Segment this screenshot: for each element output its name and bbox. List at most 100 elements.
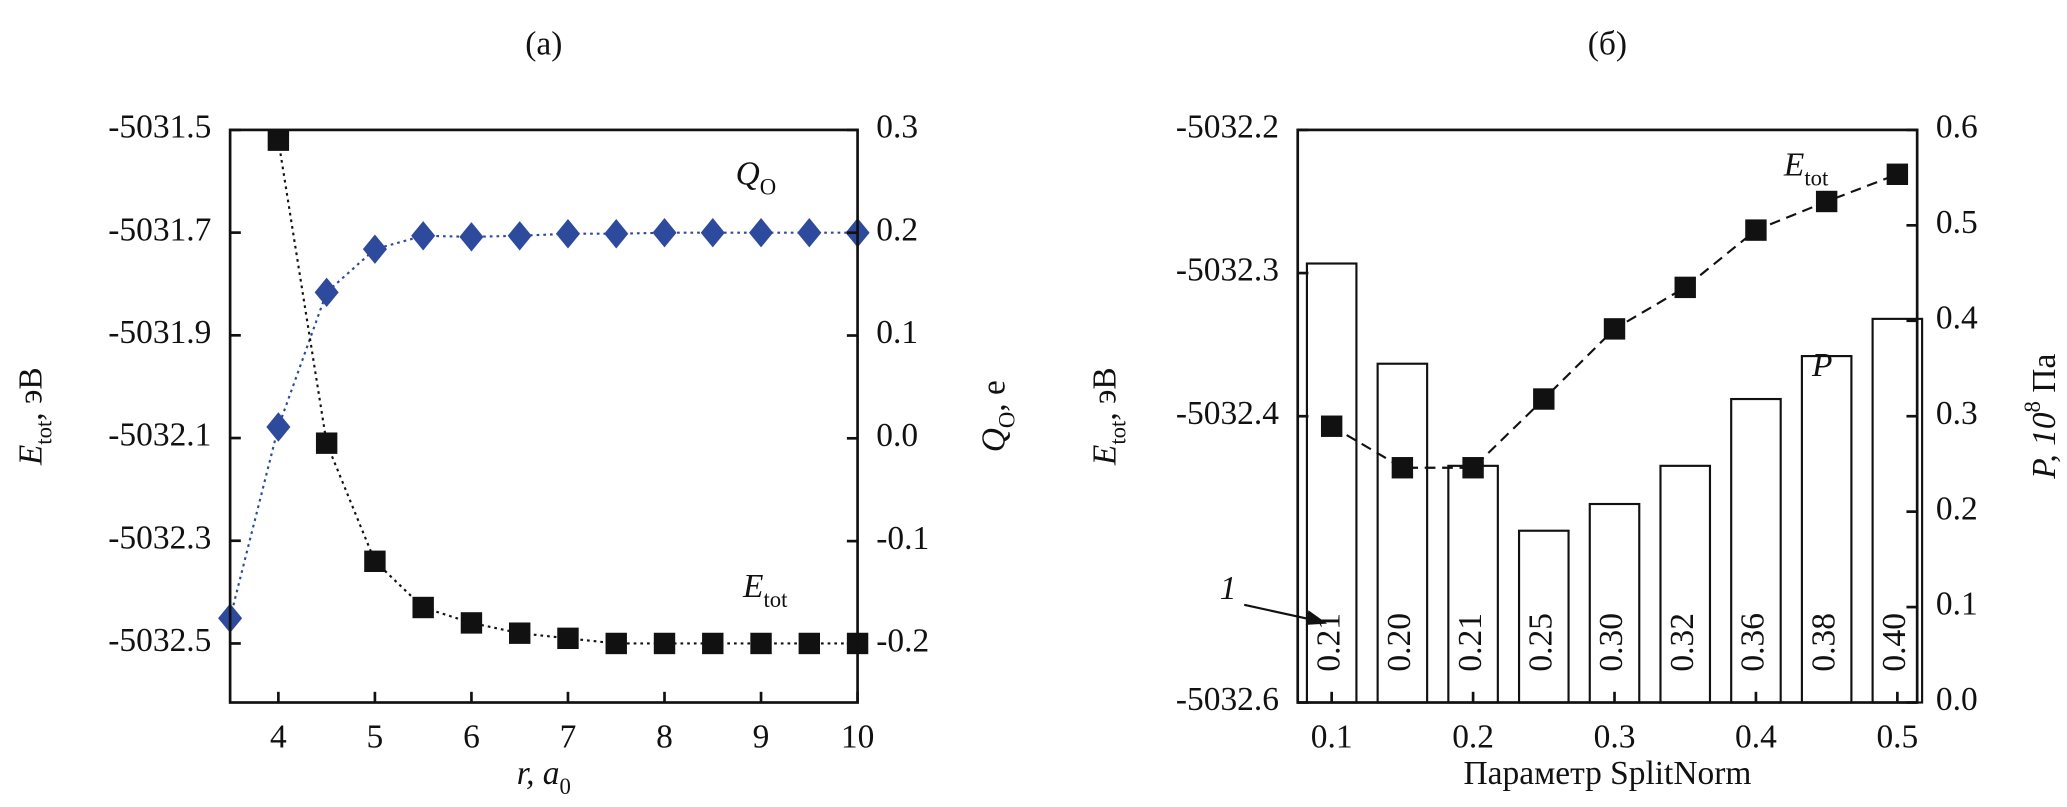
- y-tick-label: -5032.1: [108, 417, 211, 454]
- marker: [411, 221, 436, 251]
- bar: [1659, 464, 1712, 704]
- marker: [555, 219, 581, 249]
- series-label-part: E: [742, 567, 763, 604]
- bar-text: 0.20: [1381, 613, 1418, 672]
- marker: [1745, 219, 1767, 241]
- series-label-part: tot: [763, 587, 788, 612]
- plot-frame: [228, 128, 859, 704]
- marker: [700, 217, 725, 248]
- x-tick-label: 0.3: [1594, 719, 1636, 756]
- marker: [459, 222, 484, 252]
- bar-text: 0.40: [1876, 613, 1913, 672]
- marker: [1886, 163, 1909, 185]
- marker: [605, 632, 627, 655]
- y2-axis-label-part: Па: [2026, 354, 2063, 402]
- marker: [412, 596, 434, 619]
- bar: [1305, 262, 1358, 704]
- y-tick-label: -5032.3: [108, 519, 211, 556]
- y-tick-label: -5031.7: [108, 211, 211, 248]
- x-tick-label: 9: [753, 719, 770, 756]
- y-axis-label: Etot, эВ: [1086, 367, 1130, 466]
- y-tick-label: -5032.5: [108, 622, 211, 659]
- y2-axis-label-part: 8: [2020, 401, 2045, 412]
- series-label: Etot: [1783, 146, 1829, 190]
- y2-tick-label: 0.0: [1936, 681, 1978, 718]
- y-tick-label: -5032.6: [1176, 681, 1279, 718]
- x-axis-label: r, a0: [517, 755, 571, 799]
- x-tick-label: 4: [270, 719, 287, 756]
- marker: [460, 612, 483, 634]
- x-tick-label: 0.5: [1876, 719, 1918, 756]
- y2-tick-label: 0.2: [876, 211, 918, 248]
- x-tick-label: 0.4: [1735, 719, 1777, 756]
- x-tick-label: 7: [560, 719, 577, 756]
- marker: [267, 129, 290, 151]
- x-tick-label: 8: [656, 719, 673, 756]
- y2-tick-label: 0.5: [1936, 204, 1978, 241]
- bar-text: 0.36: [1735, 613, 1772, 672]
- y-axis-label: Etot, эВ: [12, 367, 56, 466]
- bar-text: 0.32: [1664, 613, 1701, 672]
- series-label-part: E: [1783, 146, 1804, 183]
- series-label-part: P: [1811, 347, 1832, 384]
- y2-tick-label: -0.2: [876, 623, 929, 660]
- marker: [652, 217, 677, 248]
- bar: [1376, 362, 1429, 704]
- x-axis-label: Параметр SplitNorm: [1464, 755, 1752, 792]
- bar-text: 0.30: [1593, 613, 1630, 672]
- y-axis-label-part: E: [12, 445, 49, 466]
- y-axis-label-part: tot: [1105, 420, 1130, 445]
- x-axis-label-part: r, a: [517, 755, 560, 792]
- marker: [1533, 388, 1555, 410]
- marker: [1815, 190, 1838, 213]
- y2-axis-label-part: , e: [975, 380, 1012, 412]
- y2-tick-label: 0.1: [1936, 586, 1978, 623]
- y-axis-label-part: , эВ: [12, 367, 49, 420]
- marker: [314, 277, 339, 308]
- marker: [1462, 457, 1484, 479]
- x-tick-label: 6: [463, 719, 480, 756]
- y-tick-label: -5032.4: [1176, 395, 1279, 432]
- y-tick-label: -5031.5: [108, 109, 211, 146]
- bar: [1800, 355, 1853, 704]
- x-axis-label-part: Параметр SplitNorm: [1464, 755, 1752, 792]
- y2-tick-label: 0.3: [876, 109, 918, 146]
- y2-tick-label: 0.2: [1936, 490, 1978, 527]
- series-label: Etot: [742, 567, 788, 611]
- x-tick-label: 10: [841, 719, 874, 756]
- marker: [315, 432, 338, 454]
- marker: [507, 221, 532, 251]
- bar: [1517, 529, 1570, 704]
- marker: [1320, 415, 1343, 437]
- annotation-arrow: [1243, 603, 1319, 622]
- y-tick-label: -5032.2: [1176, 109, 1279, 146]
- marker: [702, 632, 724, 655]
- marker: [653, 632, 676, 655]
- bar-text: 0.21: [1452, 613, 1489, 672]
- y2-tick-label: 0.3: [1936, 395, 1978, 432]
- marker: [1674, 276, 1696, 299]
- y2-axis-label-part: O: [994, 412, 1019, 428]
- x-tick-label: 5: [367, 719, 384, 756]
- marker: [362, 234, 387, 264]
- y2-tick-label: 0.6: [1936, 109, 1978, 146]
- marker: [750, 632, 772, 655]
- marker: [798, 632, 821, 655]
- marker: [509, 622, 531, 644]
- y2-axis-label: P, 108 Па: [2020, 354, 2063, 480]
- y-axis-label-part: , эВ: [1086, 367, 1123, 420]
- marker: [604, 219, 629, 249]
- y-tick-label: -5031.9: [108, 314, 211, 351]
- y2-tick-label: -0.1: [876, 520, 929, 557]
- panel-title: (а): [525, 26, 562, 63]
- series-label-part: O: [760, 174, 776, 199]
- y2-tick-label: 0.1: [876, 314, 918, 351]
- x-tick-label: 0.2: [1452, 719, 1494, 756]
- y2-axis-label-part: Q: [975, 428, 1012, 452]
- marker: [557, 627, 579, 650]
- y-axis-label-part: tot: [31, 420, 56, 445]
- series-label-part: Q: [736, 155, 760, 192]
- annotation-arrowhead: [1305, 610, 1328, 625]
- y2-axis-label: QO, e: [975, 380, 1019, 452]
